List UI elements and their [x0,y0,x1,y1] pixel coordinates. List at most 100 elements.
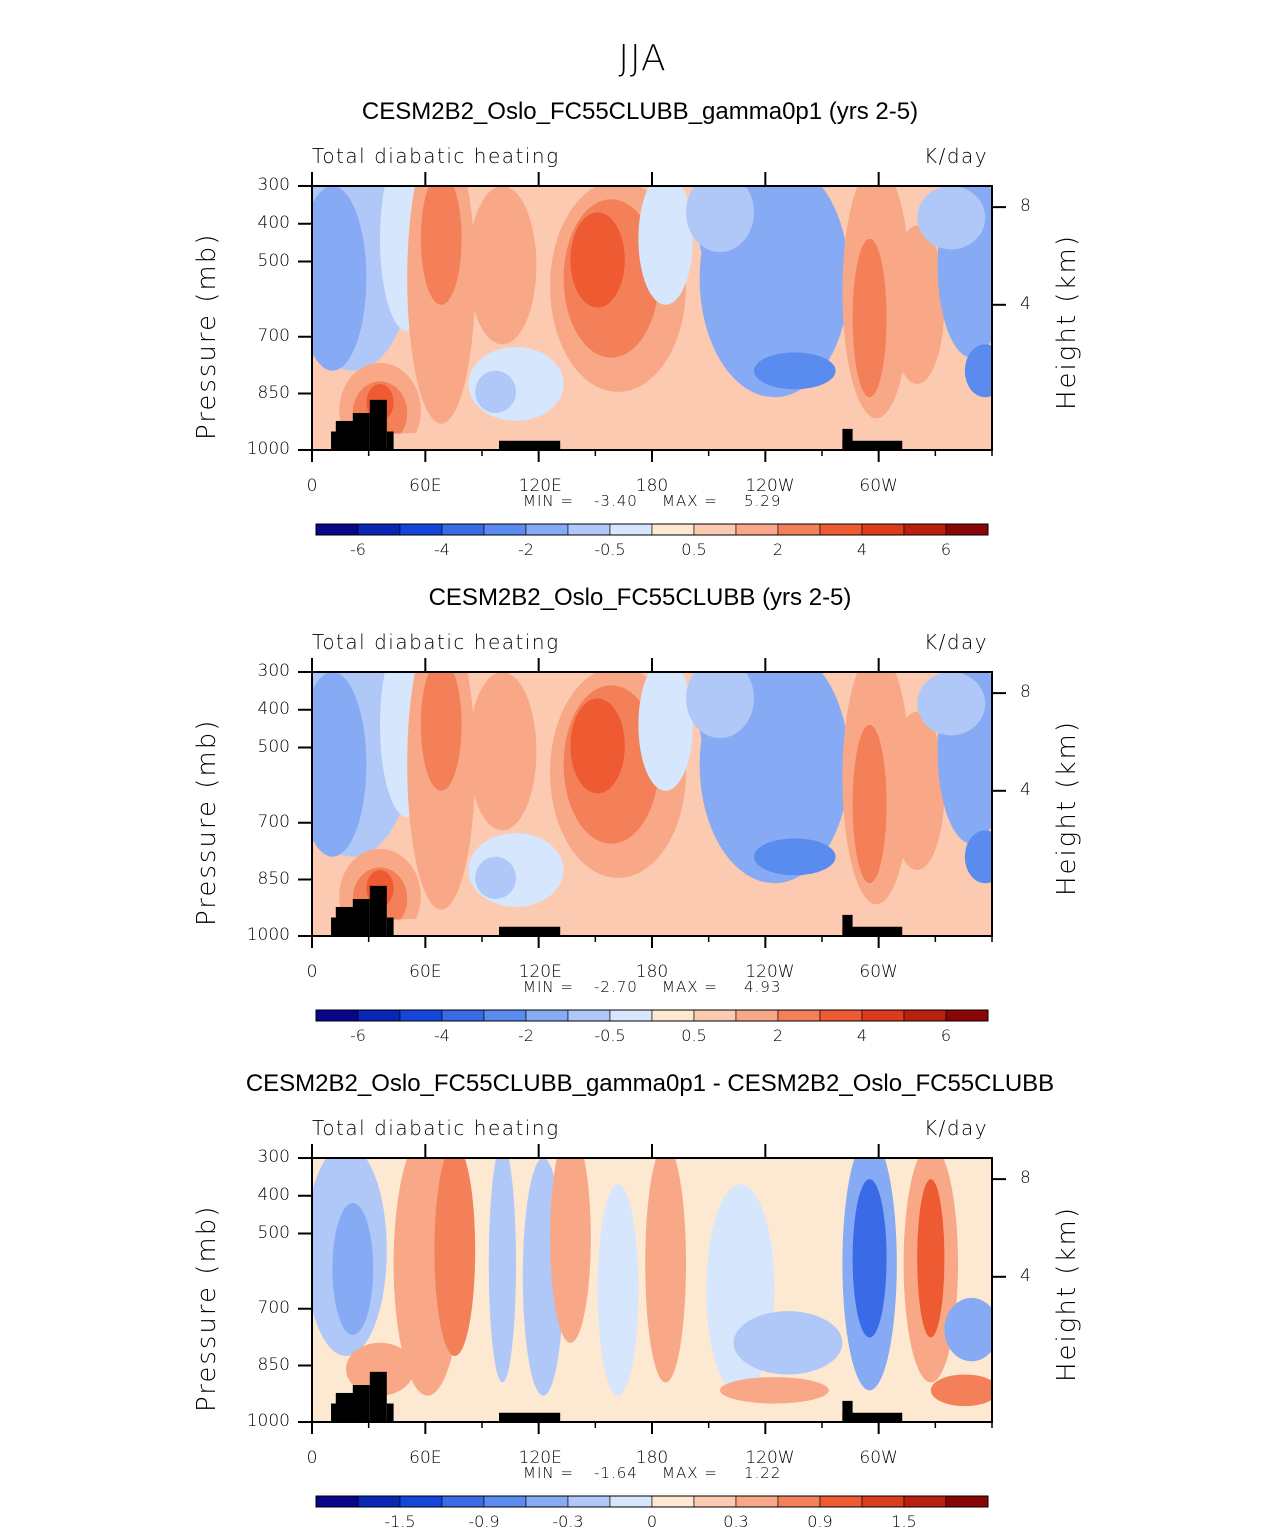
colorbar-label: 2 [772,1026,784,1045]
x-tick-label: 60E [409,962,442,982]
contour-region [475,370,516,414]
colorbar-label: -6 [350,1026,366,1045]
x-tick-label: 120W [745,1448,795,1468]
colorbar-swatch [651,523,695,536]
height-tick-label: 8 [1020,196,1031,217]
topography-mask [352,413,370,450]
x-tick-label: 120W [745,962,795,982]
colorbar-swatch [357,523,401,536]
colorbar-swatch [819,523,863,536]
y-tick-label: 700 [257,325,290,346]
contour-region [686,186,754,252]
colorbar-swatch [819,1495,863,1508]
colorbar-swatch [777,1495,821,1508]
topography-mask [386,917,394,936]
contour-region [312,428,992,450]
colorbar-swatch [399,523,443,536]
topography-mask [369,1371,387,1422]
topography-mask [499,1412,561,1422]
topography-mask [499,926,561,936]
contour-region [312,914,992,936]
contour-region [917,672,986,736]
colorbar-label: 0.5 [681,540,707,559]
contour-region [332,1202,374,1335]
ylabel-right: Height (km) [1052,720,1082,896]
y-tick-label: 1000 [246,1411,290,1431]
max-value: 4.93 [744,978,782,996]
colorbar-label: -2 [518,1026,534,1045]
contour-region [890,225,945,384]
topography-mask [369,399,387,450]
contour-region [420,186,462,305]
contour-region [420,672,462,791]
contour-region [944,1297,992,1362]
colorbar-frame [315,523,989,536]
colorbar-label: -0.9 [468,1512,500,1531]
colorbar-swatch [483,523,527,536]
colorbar-swatch [315,1495,359,1508]
y-tick-label: 1000 [246,925,290,945]
colorbar-label: -0.5 [594,540,626,559]
colorbar-swatch [735,1009,779,1022]
topography-mask [386,431,394,450]
contour-region [597,1184,639,1396]
figure-title: JJA [618,38,667,79]
colorbar-swatch [945,1495,989,1508]
topography-mask [842,926,903,936]
y-tick-label: 500 [257,1222,290,1243]
topography-mask [842,1412,903,1422]
colorbar-label: 1.5 [891,1512,917,1531]
colorbar-label: -1.5 [384,1512,416,1531]
colorbar-swatch [441,523,485,536]
max-value: 1.22 [744,1464,782,1482]
contour-region [754,352,836,390]
colorbar-swatch [777,523,821,536]
x-tick-label: 0 [306,476,318,496]
colorbar-label: -0.5 [594,1026,626,1045]
ylabel-right: Height (km) [1052,234,1082,410]
colorbar-swatch [651,1009,695,1022]
contour-region [570,212,625,308]
contour-region [638,672,693,791]
contour-region [917,1179,945,1338]
colorbar-swatch [567,1009,611,1022]
x-tick-label: 60W [859,962,898,982]
contour-region [720,1377,829,1404]
colorbar-swatch [861,1009,905,1022]
topography-mask [335,420,357,450]
y-tick-label: 850 [257,868,290,889]
x-tick-label: 120E [518,476,562,496]
height-tick-label: 4 [1020,293,1031,314]
contour-region [686,672,754,738]
contour-region [488,1158,516,1383]
x-tick-label: 180 [635,962,669,982]
min-value: -2.70 [594,978,638,996]
x-tick-label: 180 [635,1448,669,1468]
colorbar-swatch [567,1495,611,1508]
max-value: 5.29 [744,492,782,510]
contour-region [346,1342,414,1396]
colorbar-swatch [567,523,611,536]
contour-region [964,344,992,398]
contour-region [434,1158,476,1356]
colorbar-label: 4 [856,1026,868,1045]
colorbar-label: 2 [772,540,784,559]
colorbar-swatch [483,1495,527,1508]
contour-region [550,1158,591,1343]
topography-mask [842,914,853,936]
colorbar-label: -4 [434,540,450,559]
colorbar-swatch [735,523,779,536]
colorbar-swatch [525,523,569,536]
ylabel-right: Height (km) [1052,1206,1082,1382]
height-tick-label: 4 [1020,779,1031,800]
x-tick-label: 180 [635,476,669,496]
x-tick-label: 120W [745,476,795,496]
contour-region [852,724,887,884]
contour-region [754,838,836,876]
heatmap-field [312,186,992,450]
contour-region [930,1374,992,1407]
right-string: K/day [924,144,989,168]
colorbar-label: 6 [940,1026,952,1045]
colorbar-swatch [693,1009,737,1022]
y-tick-label: 500 [257,250,290,271]
